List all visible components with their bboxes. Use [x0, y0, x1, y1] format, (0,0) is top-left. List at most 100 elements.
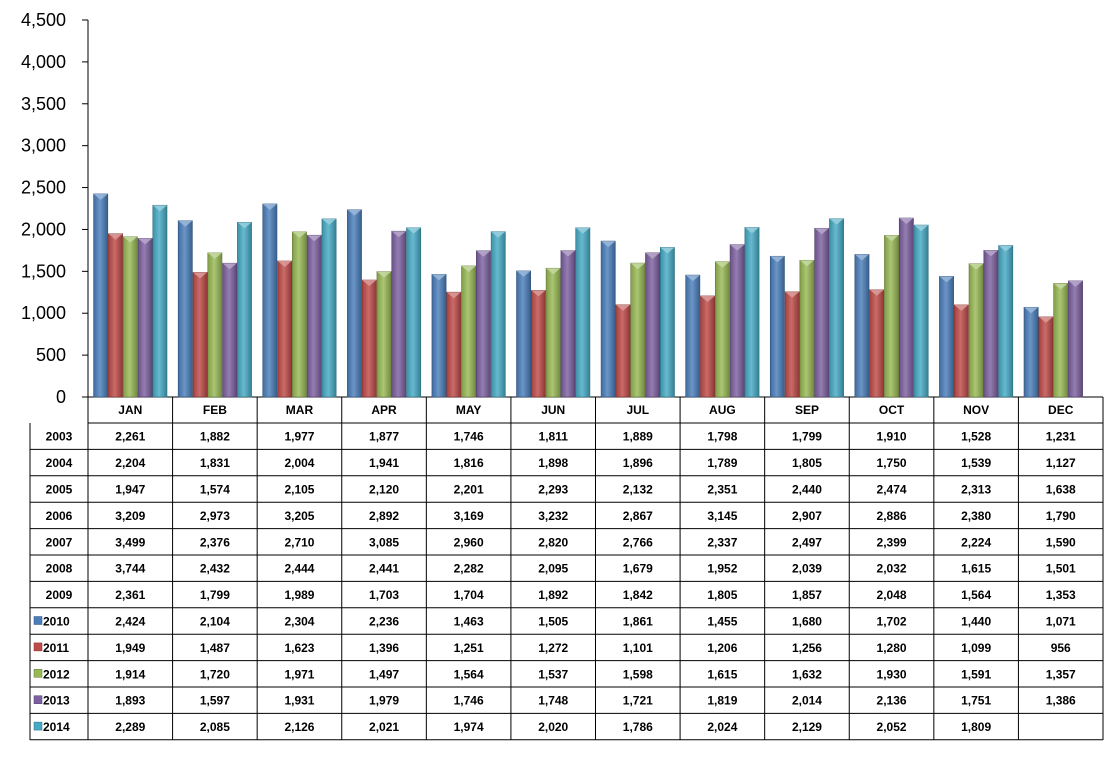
bar-2014-may: [490, 231, 506, 398]
table-cell: 1,805: [792, 456, 822, 470]
bar-2012-jul: [630, 262, 646, 398]
bar-cap: [137, 238, 153, 245]
bar-cap: [531, 290, 546, 297]
table-cell: 1,798: [707, 430, 737, 444]
table-cell: 1,463: [454, 615, 484, 629]
table-cell: 3,744: [115, 562, 145, 576]
bar-cap: [730, 244, 745, 251]
table-cell: 2,424: [115, 615, 145, 629]
bar-2014-aug: [744, 227, 760, 398]
bar-cap: [292, 231, 307, 238]
bar-2014-nov: [998, 245, 1014, 398]
table-cell: 1,831: [200, 456, 230, 470]
table-cell: 1,892: [538, 588, 568, 602]
bar-cap: [108, 233, 123, 240]
table-cell: 1,501: [1046, 562, 1076, 576]
bar-2012-dec: [1053, 283, 1069, 398]
table-cell: 2,304: [284, 615, 314, 629]
bar-cap: [744, 227, 760, 234]
table-cell: 2,136: [877, 694, 907, 708]
table-cell: 1,680: [792, 615, 822, 629]
bar-cap: [461, 265, 476, 272]
table-cell: 1,455: [707, 615, 737, 629]
table-cell: 1,974: [454, 720, 484, 734]
bar-2011-sep: [784, 291, 800, 398]
table-cell: 2,892: [369, 509, 399, 523]
row-label-2004: 2004: [46, 456, 73, 470]
bar-2011-jan: [108, 233, 123, 398]
bar-2010-aug: [685, 274, 701, 398]
table-cell: 1,099: [961, 641, 991, 655]
y-tick-label: 3,500: [21, 94, 66, 114]
table-cell: 2,104: [200, 615, 230, 629]
table-cell: 1,071: [1046, 615, 1076, 629]
table-cell: 1,127: [1046, 456, 1076, 470]
bar-2010-oct: [854, 254, 870, 398]
bar-2013-jun: [560, 250, 576, 398]
bar-cap: [939, 276, 954, 283]
table-cell: 2,444: [284, 562, 314, 576]
table-cell: 1,914: [115, 667, 145, 681]
bar-cap: [645, 252, 660, 259]
legend-label-2011: 2011: [43, 641, 69, 655]
table-cell: 1,751: [961, 694, 991, 708]
bar-cap: [575, 227, 590, 234]
table-cell: 1,574: [200, 483, 230, 497]
table-cell: 2,095: [538, 562, 568, 576]
y-tick-label: 0: [56, 387, 66, 407]
table-cell: 1,590: [1046, 535, 1076, 549]
table-cell: 1,623: [284, 641, 314, 655]
bar-cap: [516, 270, 531, 277]
row-label-2007: 2007: [46, 535, 73, 549]
table-cell: 1,702: [877, 615, 907, 629]
bar-2014-apr: [406, 227, 422, 398]
table-cell: 2,474: [877, 483, 907, 497]
table-cell: 2,224: [961, 535, 991, 549]
table-cell: 2,293: [538, 483, 568, 497]
bar-cap: [321, 218, 337, 225]
bar-cap: [362, 280, 377, 287]
bar-2013-apr: [391, 230, 407, 398]
table-cell: 1,206: [707, 641, 737, 655]
table-cell: 3,145: [707, 509, 737, 523]
table-cell: 2,201: [454, 483, 484, 497]
bar-cap: [954, 304, 969, 311]
table-cell: 2,204: [115, 456, 145, 470]
table-cell: 3,499: [115, 535, 145, 549]
x-tick-label: SEP: [795, 403, 819, 417]
bar-cap: [1024, 307, 1039, 314]
bar-cap: [914, 225, 929, 232]
legend-swatch-2010: [33, 616, 43, 625]
table-cell: 2,820: [538, 535, 568, 549]
bar-2010-jul: [600, 240, 616, 398]
table-cell: 1,272: [538, 641, 568, 655]
bar-cap: [277, 261, 292, 268]
table-cell: 1,396: [369, 641, 399, 655]
bar-2010-may: [431, 274, 447, 398]
bar-2010-nov: [939, 276, 954, 398]
bar-2013-aug: [729, 244, 745, 398]
bar-cap: [601, 241, 616, 248]
bar-cap: [391, 231, 406, 238]
table-cell: 1,857: [792, 588, 822, 602]
data-table: JAN FEB MAR APR MAY JUN JUL AUG SEP OCT NOV DEC 2003…: [29, 397, 1104, 741]
table-cell: 2,014: [792, 694, 822, 708]
bar-2013-jan: [137, 238, 153, 398]
y-tick-label: 4,000: [21, 52, 66, 72]
bar-cap: [685, 275, 700, 282]
bar-2013-feb: [222, 262, 238, 398]
table-cell: 2,313: [961, 483, 991, 497]
bar-cap: [1068, 280, 1083, 287]
table-cell: 2,497: [792, 535, 822, 549]
bar-2011-jul: [615, 304, 631, 398]
bar-2012-apr: [376, 271, 392, 398]
table-cell: 2,261: [115, 430, 145, 444]
bar-cap: [829, 218, 844, 225]
bar-cap: [476, 250, 491, 257]
bar-2013-mar: [306, 234, 322, 398]
bar-cap: [491, 231, 506, 238]
y-tick-label: 1,000: [21, 303, 66, 323]
bar-2014-sep: [829, 218, 844, 398]
bar-2010-mar: [262, 203, 278, 398]
